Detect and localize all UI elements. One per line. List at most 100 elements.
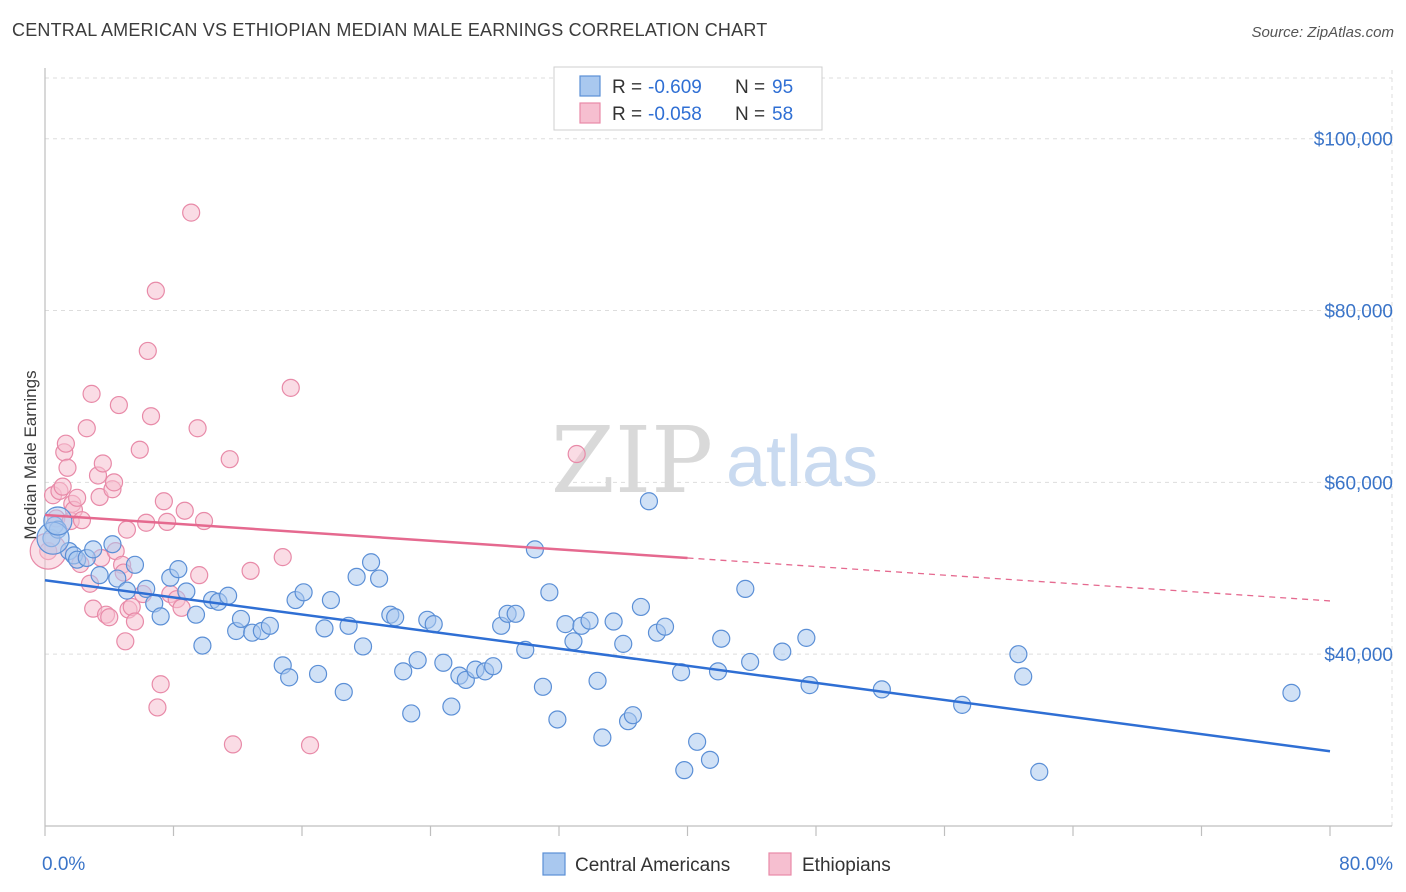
central-american-point: [773, 642, 792, 661]
central-american-point: [260, 616, 279, 635]
central-american-point: [90, 566, 109, 585]
central-american-point: [593, 728, 612, 747]
legend-n-label-1: N =: [735, 77, 765, 98]
ethiopian-point: [151, 675, 170, 694]
ethiopian-point: [300, 736, 320, 755]
central-americans-trend-line: [44, 579, 1331, 753]
y-axis-label: Median Male Earnings: [21, 370, 40, 539]
central-american-point: [484, 657, 503, 676]
y-tick-label: $60,000: [1324, 473, 1393, 494]
central-american-point: [394, 662, 413, 681]
central-american-point: [294, 583, 313, 602]
ethiopian-point: [100, 608, 119, 627]
ethiopian-point: [93, 454, 112, 473]
ethiopian-point: [77, 419, 96, 438]
central-american-point: [108, 569, 127, 588]
axes: [44, 68, 1392, 836]
legend-bottom: Central Americans Ethiopians: [542, 852, 891, 876]
central-american-point: [797, 628, 816, 647]
central-american-point: [84, 540, 103, 559]
central-american-point: [315, 619, 334, 638]
legend-r-value-1: -0.609: [648, 77, 702, 98]
ethiopian-point: [220, 450, 239, 469]
central-american-point: [953, 695, 972, 714]
y-tick-label: $100,000: [1314, 130, 1393, 151]
ethiopian-point: [117, 520, 137, 539]
central-american-point: [540, 583, 559, 602]
legend-bottom-swatch-blue: [542, 852, 566, 876]
y-tick-label: $80,000: [1324, 302, 1393, 323]
grid-lines: [45, 70, 1393, 826]
ethiopian-point: [58, 458, 77, 477]
ethiopians-points: [29, 203, 586, 755]
central-american-point: [506, 604, 525, 623]
trend-lines: [44, 513, 1331, 753]
ethiopian-point: [190, 566, 209, 585]
central-american-point: [334, 682, 353, 702]
central-american-point: [442, 697, 461, 716]
central-american-point: [688, 732, 707, 751]
legend-r-label-1: R =: [612, 77, 642, 98]
legend-n-value-1: 95: [772, 77, 793, 98]
ethiopian-point: [223, 735, 243, 754]
central-american-point: [219, 586, 238, 605]
watermark: ZIP atlas: [551, 407, 878, 514]
central-american-point: [353, 637, 373, 656]
legend-n-value-2: 58: [772, 104, 793, 125]
central-american-point: [280, 668, 299, 687]
legend-swatch-blue: [579, 75, 601, 97]
central-american-point: [741, 652, 760, 672]
central-american-point: [434, 653, 453, 672]
watermark-atlas: atlas: [726, 422, 878, 502]
central-american-point: [639, 492, 659, 511]
central-american-point: [1009, 645, 1028, 664]
ethiopian-point: [125, 612, 145, 631]
ethiopian-point: [146, 281, 165, 300]
ethiopian-point: [130, 440, 149, 459]
central-american-point: [370, 569, 389, 588]
central-american-point: [631, 597, 651, 617]
central-american-point: [675, 761, 694, 780]
legend-r-value-2: -0.058: [648, 104, 702, 125]
ethiopian-point: [68, 488, 87, 507]
ethiopian-point: [175, 501, 194, 520]
ethiopian-point: [567, 444, 586, 464]
central-american-point: [580, 611, 599, 630]
ethiopians-trend-line: [44, 513, 688, 560]
central-american-point: [556, 615, 575, 634]
ethiopian-point: [72, 511, 92, 530]
central-american-point: [408, 651, 427, 670]
legend-bottom-label-pink: Ethiopians: [802, 855, 891, 876]
ethiopian-point: [56, 434, 75, 453]
ethiopian-point: [241, 561, 260, 580]
central-american-point: [800, 676, 819, 695]
central-american-point: [623, 706, 642, 725]
central-american-point: [564, 632, 583, 651]
x-tick-label-max: 80.0%: [1339, 854, 1393, 875]
central-american-point: [308, 664, 328, 684]
legend-n-label-2: N =: [735, 104, 765, 125]
central-american-point: [1014, 667, 1033, 686]
tick-labels: $40,000 $60,000 $80,000 $100,000 0.0% 80.0%: [42, 130, 1393, 875]
central-american-point: [103, 535, 122, 554]
central-american-point: [361, 553, 381, 572]
central-american-point: [1030, 762, 1049, 781]
central-american-point: [655, 617, 675, 636]
legend-bottom-label-blue: Central Americans: [575, 855, 730, 876]
central-american-point: [533, 677, 553, 696]
central-americans-points: [36, 492, 1301, 781]
ethiopian-point: [148, 698, 167, 717]
central-american-point: [700, 750, 720, 769]
central-american-point: [736, 579, 755, 598]
central-american-point: [125, 555, 145, 574]
central-american-point: [402, 704, 421, 723]
central-american-point: [386, 608, 405, 627]
central-american-point: [614, 634, 633, 653]
ethiopian-point: [273, 548, 292, 567]
ethiopian-point: [188, 419, 207, 438]
legend-bottom-swatch-pink: [768, 852, 792, 876]
central-american-point: [43, 506, 73, 536]
legend-top: R = -0.609 N = 95 R = -0.058 N = 58: [553, 66, 823, 131]
central-american-point: [186, 605, 206, 624]
central-american-point: [151, 607, 170, 626]
